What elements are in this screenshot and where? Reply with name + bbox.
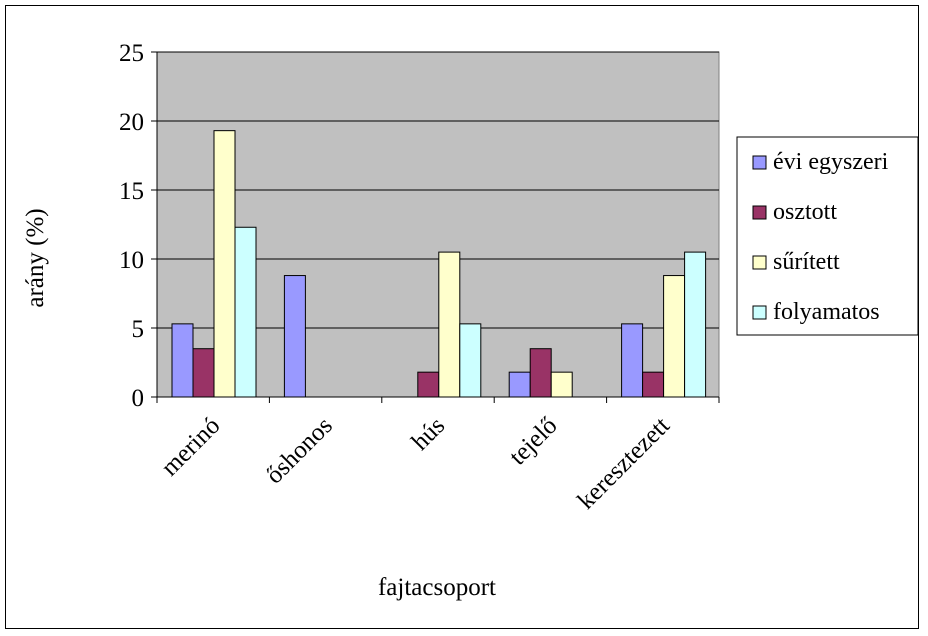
- bar-folyamatos-keresztezett: [684, 251, 707, 398]
- x-tick-label: tejelő: [504, 412, 562, 470]
- x-tick-label: őshonos: [261, 412, 338, 489]
- y-tick-label: 0: [132, 385, 145, 412]
- y-tick-label: 5: [132, 316, 145, 343]
- x-tick-label: merinó: [156, 412, 225, 481]
- bar-évi-egyszeri-merinó: [171, 323, 194, 398]
- bar-folyamatos-merinó: [234, 226, 257, 398]
- bar-évi-egyszeri-őshonos: [283, 275, 306, 398]
- bar-sűrített-hús: [438, 251, 461, 398]
- bars-layer: [171, 130, 707, 398]
- x-tick-label: keresztezett: [573, 412, 676, 515]
- bar-sűrített-keresztezett: [663, 275, 686, 398]
- x-tick-label: hús: [407, 412, 451, 456]
- legend-label: folyamatos: [773, 299, 880, 325]
- bar-évi-egyszeri-tejelő: [508, 371, 531, 398]
- y-tick-label: 20: [119, 109, 144, 136]
- legend-swatch: [752, 255, 767, 270]
- bar-évi-egyszeri-keresztezett: [621, 323, 644, 398]
- legend: évi egyszeri osztott sűrített folyamatos: [736, 136, 919, 336]
- legend-label: évi egyszeri: [773, 149, 889, 175]
- legend-label: sűrített: [773, 249, 840, 275]
- bar-folyamatos-hús: [459, 323, 482, 398]
- bar-osztott-hús: [417, 371, 440, 398]
- y-tick-label: 25: [119, 40, 144, 67]
- bar-osztott-merinó: [192, 348, 215, 398]
- bar-osztott-tejelő: [529, 348, 552, 398]
- legend-swatch: [752, 205, 767, 220]
- x-axis-title: fajtacsoport: [378, 574, 496, 601]
- bar-sűrített-merinó: [213, 130, 236, 398]
- bar-osztott-keresztezett: [642, 371, 665, 398]
- legend-box: [736, 136, 919, 336]
- y-tick-label: 15: [119, 178, 144, 205]
- legend-swatch: [752, 155, 767, 170]
- legend-label: osztott: [773, 199, 837, 225]
- y-axis-title: arány (%): [22, 208, 49, 307]
- legend-swatch: [752, 305, 767, 320]
- y-tick-label: 10: [119, 247, 144, 274]
- bar-sűrített-tejelő: [550, 371, 573, 398]
